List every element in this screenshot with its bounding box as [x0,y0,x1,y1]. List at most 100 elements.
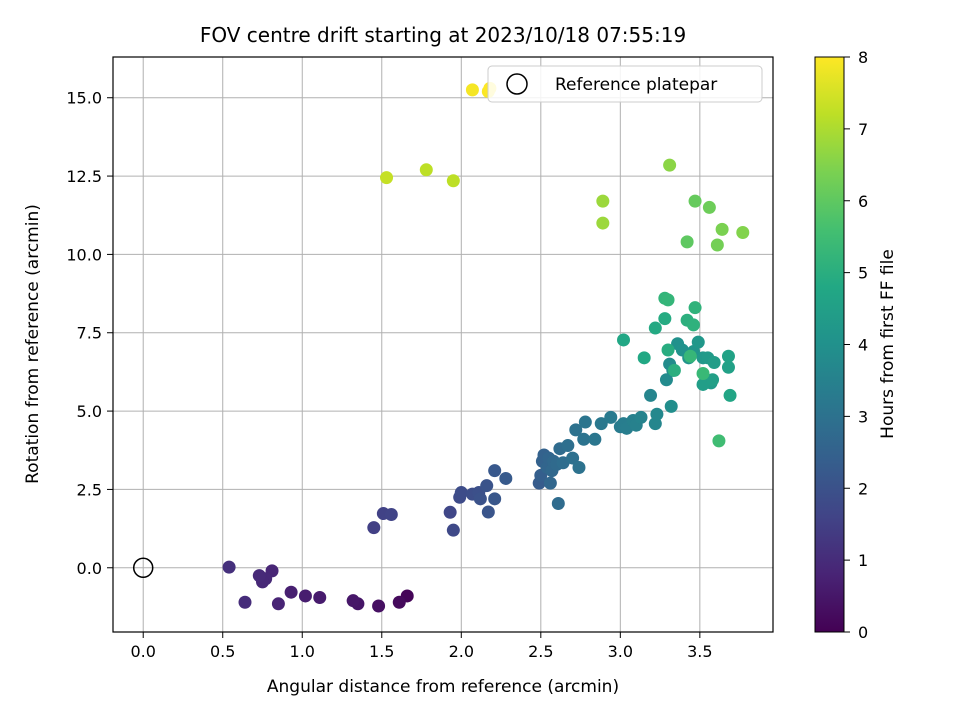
scatter-point [680,235,694,249]
reference-marker-layer [132,557,154,579]
scatter-point [715,222,729,236]
scatter-point [617,333,631,347]
scatter-point [578,415,592,429]
scatter-point [488,492,502,506]
scatter-point [648,321,662,335]
scatter-point [446,174,460,188]
y-tick-label: 10.0 [66,245,102,264]
scatter-point [702,200,716,214]
colorbar-label: Hours from first FF file [878,249,898,439]
scatter-point [710,238,724,252]
scatter-point [664,399,678,413]
colorbar-tick-label: 7 [858,120,868,139]
scatter-point [488,464,502,478]
colorbar-tick-label: 8 [858,48,868,67]
legend: Reference platepar [487,65,763,103]
colorbar-gradient [814,56,845,633]
scatter-point [706,373,720,387]
scatter-point [644,388,658,402]
scatter-point [634,410,648,424]
scatter-point [454,486,468,500]
scatter-point [712,434,726,448]
x-tick-label: 0.5 [210,642,235,661]
scatter-point [659,373,673,387]
scatter-point [596,216,610,230]
scatter-point [473,492,487,506]
data-points [222,81,750,613]
scatter-point [271,597,285,611]
scatter-point [298,589,312,603]
y-tick-label: 12.5 [66,167,102,186]
scatter-point [313,591,327,605]
colorbar-tick-label: 0 [858,623,868,642]
scatter-point [577,432,591,446]
x-tick-label: 2.0 [449,642,474,661]
reference-point [132,557,154,579]
scatter-point [637,351,651,365]
y-tick-label: 0.0 [77,559,102,578]
colorbar-tick-label: 1 [858,551,868,570]
colorbar-tick-label: 2 [858,479,868,498]
x-tick-label: 2.5 [528,642,553,661]
colorbar-tick-label: 3 [858,407,868,426]
scatter-point [551,497,565,511]
scatter-point [419,163,433,177]
scatter-point [238,595,252,609]
scatter-point [594,417,608,431]
scatter-point [736,225,750,239]
colorbar-tick-label: 5 [858,264,868,283]
scatter-point [661,293,675,307]
x-tick-label: 3.5 [687,642,712,661]
scatter-point [667,363,681,377]
scatter-point [721,360,735,374]
scatter-point [446,523,460,537]
legend-box [487,65,763,103]
y-tick-label: 7.5 [77,324,102,343]
scatter-point [543,476,557,490]
x-axis-ticks: 0.0 0.5 1.0 1.5 2.0 2.5 3.0 3.5 [130,632,713,661]
scatter-point [696,366,710,380]
scatter-point [392,595,406,609]
x-axis-title: Angular distance from reference (arcmin) [267,677,619,697]
scatter-point [284,585,298,599]
scatter-point [465,83,479,97]
y-tick-label: 15.0 [66,89,102,108]
scatter-point [721,349,735,363]
legend-open-circle-icon [506,73,528,95]
colorbar: 0 1 2 3 4 5 6 7 8 Hours from first FF file [814,48,898,642]
scatter-point [683,349,697,363]
scatter-point [566,451,580,465]
scatter-point [596,194,610,208]
scatter-point [569,423,583,437]
scatter-point [384,507,398,521]
x-tick-label: 1.5 [369,642,394,661]
colorbar-tick-label: 6 [858,192,868,211]
scatter-point [688,194,702,208]
y-tick-label: 2.5 [77,480,102,499]
scatter-point [707,356,721,370]
scatter-point [367,521,381,535]
colorbar-ticks: 0 1 2 3 4 5 6 7 8 [844,48,868,642]
y-axis-ticks: 0.0 2.5 5.0 7.5 10.0 12.5 15.0 [66,89,113,578]
scatter-point [661,343,675,357]
scatter-point [480,479,494,493]
x-tick-label: 1.0 [290,642,315,661]
x-tick-label: 3.0 [608,642,633,661]
plot-frame [112,56,774,633]
scatter-point [380,171,394,185]
scatter-point [604,410,618,424]
scatter-point [346,594,360,608]
y-tick-label: 5.0 [77,402,102,421]
scatter-point [372,599,386,613]
scatter-point [663,158,677,172]
x-tick-label: 0.0 [130,642,155,661]
scatter-point [499,471,513,485]
scatter-point [688,301,702,315]
scatter-point [252,569,266,583]
scatter-point [723,388,737,402]
y-axis-title: Rotation from reference (arcmin) [23,204,43,484]
scatter-point [561,439,575,453]
scatter-point [572,460,586,474]
